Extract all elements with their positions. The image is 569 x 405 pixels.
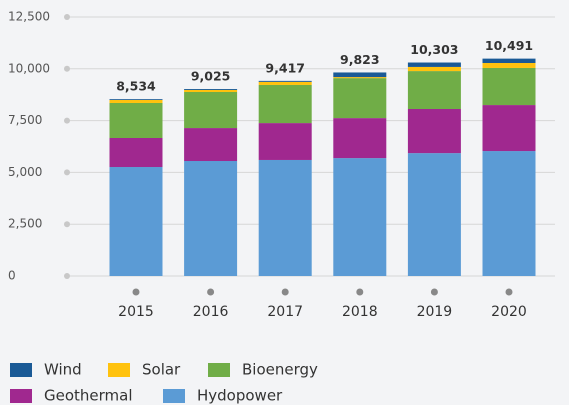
y-tick-label: 7,500 [8, 113, 42, 127]
y-tick-label: 5,000 [8, 165, 42, 179]
bar-segment [109, 100, 163, 103]
bar-segment [109, 138, 163, 168]
tick-dot [64, 14, 70, 20]
bar-segment [184, 161, 238, 276]
bar-segment [109, 167, 163, 276]
legend-label: Solar [142, 361, 181, 379]
x-tick-dot [281, 288, 289, 296]
legend-swatch [208, 363, 230, 377]
bar-segment [482, 67, 536, 106]
bar-segment [482, 62, 536, 68]
legend-label: Wind [44, 361, 82, 379]
bar-segment [258, 84, 312, 124]
bar-segment [333, 72, 387, 78]
total-label: 10,491 [485, 38, 533, 53]
y-tick-label: 10,000 [8, 61, 50, 75]
legend-swatch [108, 363, 130, 377]
y-tick-label: 0 [8, 269, 16, 283]
x-tick-label: 2017 [267, 304, 303, 320]
bar-segment [407, 153, 461, 276]
legend-label: Hydopower [197, 387, 283, 405]
bar-segment [109, 99, 163, 101]
tick-dot [64, 65, 70, 72]
bar-segment [258, 81, 312, 85]
bar-segment [482, 151, 536, 276]
bar-segment [333, 158, 387, 276]
legend-label: Bioenergy [242, 361, 318, 379]
bar-segment [407, 71, 461, 109]
x-tick-dot [505, 288, 513, 296]
bar-segment [482, 58, 536, 63]
x-tick-label: 2015 [118, 304, 154, 320]
legend-swatch [163, 389, 185, 403]
bar-segment [258, 80, 312, 82]
total-label: 10,303 [410, 42, 458, 57]
tick-dot [64, 221, 70, 228]
x-tick-label: 2019 [417, 304, 453, 320]
bar-segment [333, 78, 387, 119]
bar-segment [184, 89, 238, 93]
legend-label: Geothermal [44, 387, 133, 405]
bar-segment [184, 89, 238, 90]
total-label: 8,534 [116, 79, 156, 94]
x-tick-dot [430, 288, 438, 296]
x-tick-dot [132, 288, 140, 296]
bar-segment [482, 105, 536, 152]
legend-swatch [10, 389, 32, 403]
total-label: 9,417 [265, 60, 305, 75]
x-tick-dot [356, 288, 364, 296]
x-tick-label: 2016 [193, 304, 229, 320]
tick-dot [64, 273, 70, 279]
bar-segment [333, 118, 387, 159]
total-label: 9,823 [340, 52, 380, 67]
total-label: 9,025 [191, 69, 231, 84]
bar-segment [184, 92, 238, 129]
bar-segment [109, 102, 163, 139]
bar-segment [333, 77, 387, 79]
bar-segment [407, 62, 461, 67]
bar-segment [258, 159, 312, 276]
tick-dot [64, 117, 70, 124]
x-tick-label: 2018 [342, 304, 378, 320]
bar-segment [258, 123, 312, 160]
bar-segment [407, 108, 461, 154]
bar-segment [184, 128, 238, 162]
y-tick-label: 2,500 [8, 217, 42, 231]
legend-swatch [10, 363, 32, 377]
bar-segment [407, 66, 461, 72]
x-tick-dot [207, 288, 215, 296]
y-tick-label: 12,500 [8, 10, 50, 24]
tick-dot [64, 169, 70, 176]
x-tick-label: 2020 [491, 304, 527, 320]
